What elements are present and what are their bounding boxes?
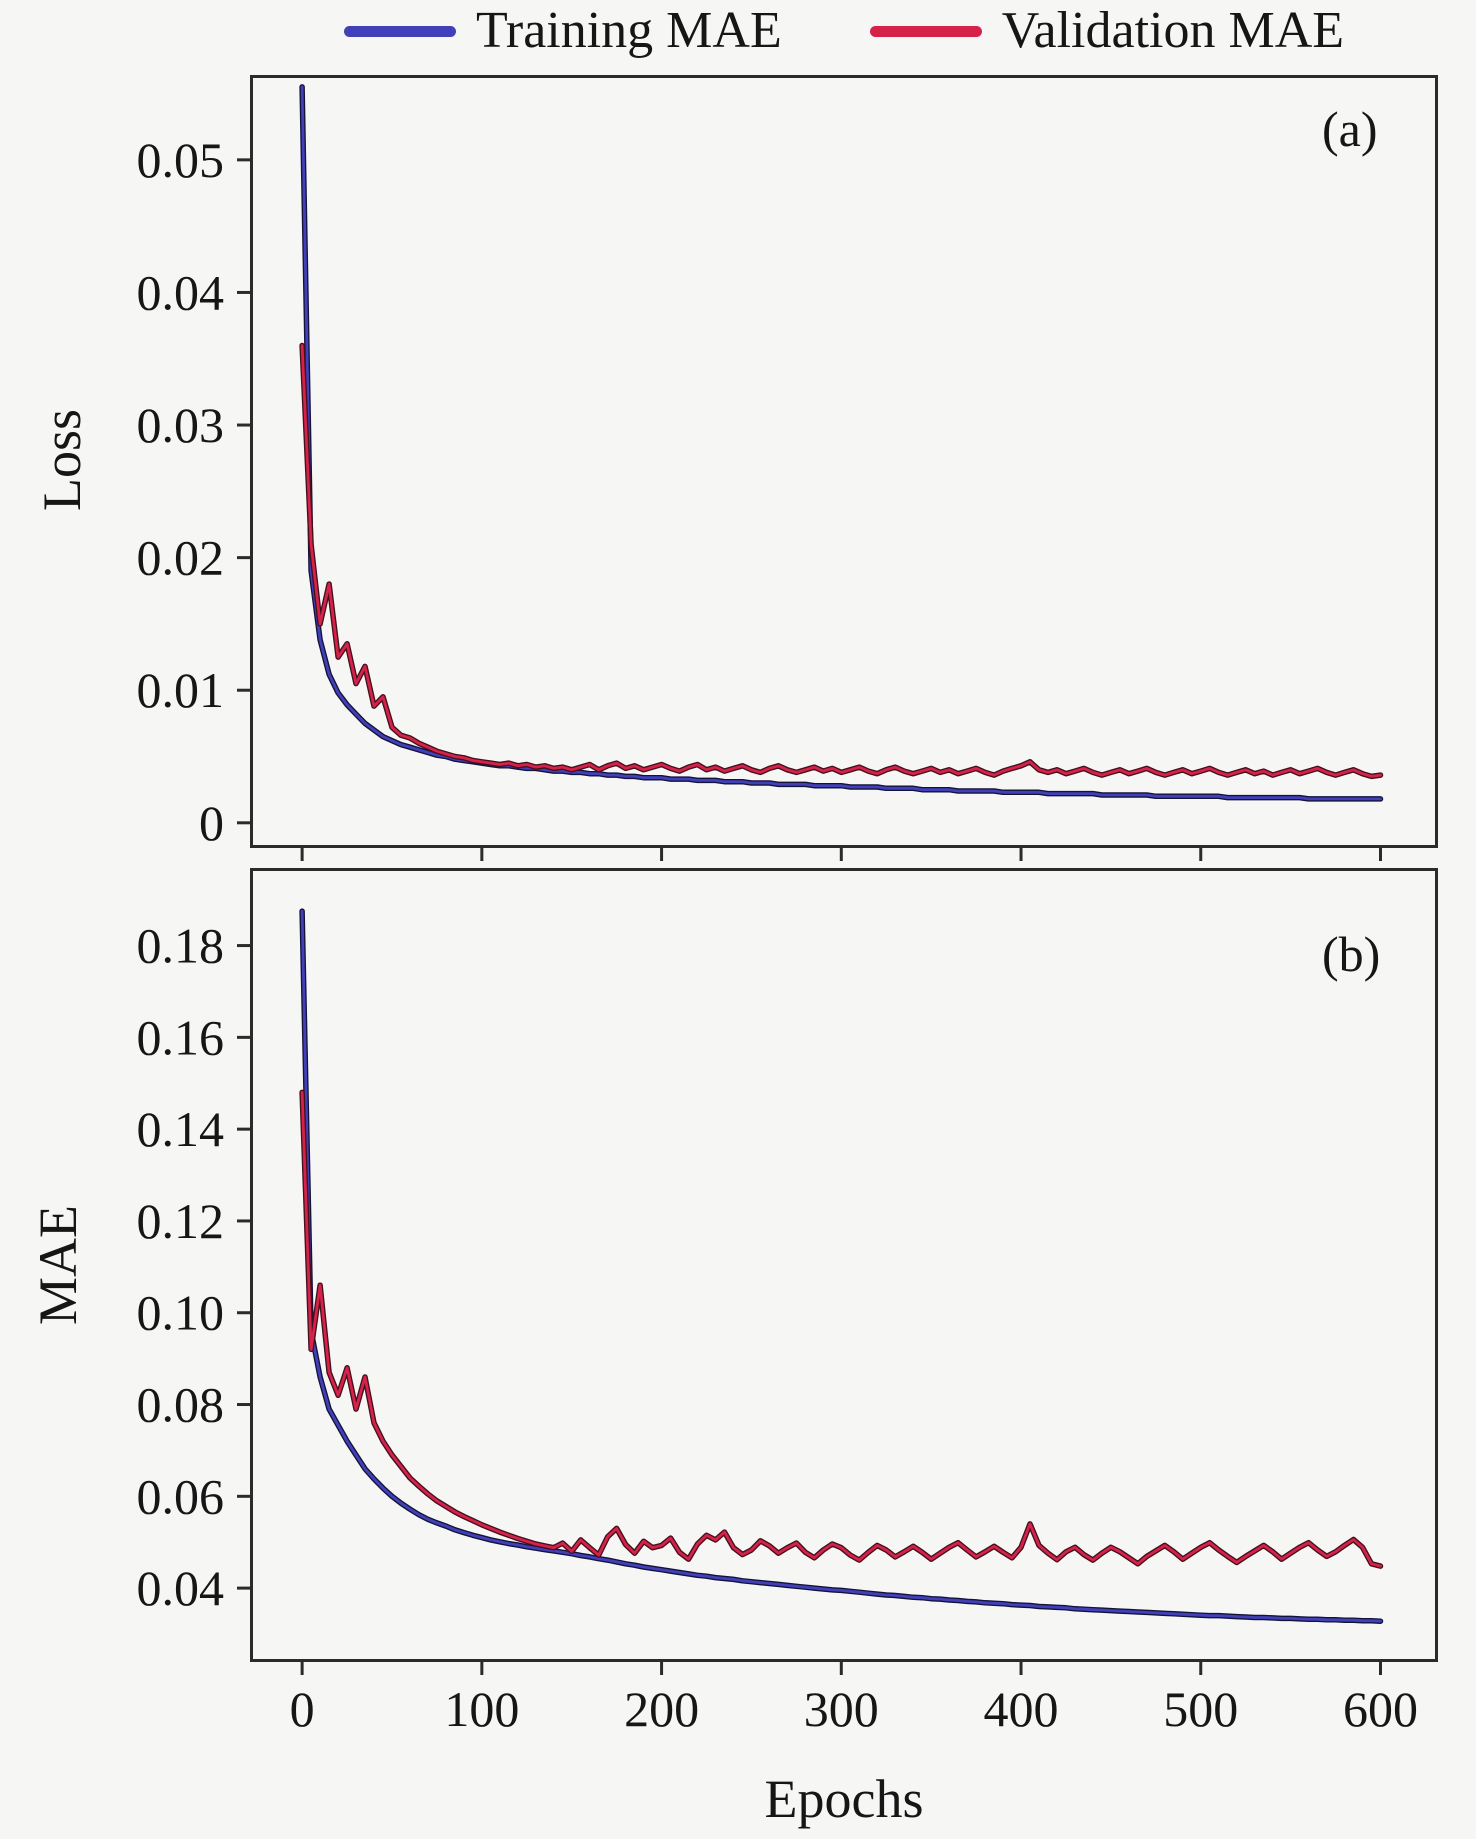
- legend-item-validation: Validation MAE: [869, 2, 1345, 60]
- svg-text:0.02: 0.02: [137, 530, 225, 586]
- svg-text:100: 100: [444, 1681, 519, 1737]
- svg-text:0.12: 0.12: [137, 1193, 225, 1249]
- svg-text:0.10: 0.10: [137, 1285, 225, 1341]
- svg-text:0.18: 0.18: [137, 918, 225, 974]
- x-axis-label-epochs: Epochs: [764, 1769, 924, 1829]
- svg-text:0.16: 0.16: [137, 1009, 225, 1065]
- svg-text:0: 0: [290, 1681, 315, 1737]
- svg-text:0: 0: [199, 795, 224, 851]
- svg-text:0.03: 0.03: [137, 397, 225, 453]
- panel-a-letter: (a): [1322, 101, 1378, 157]
- y-axis-label-loss: Loss: [32, 409, 92, 512]
- legend-item-training: Training MAE: [343, 2, 782, 60]
- mae-chart-plot-area: 0 100 200 300 400 500 600 0.04 0.06 0.08 0.10 0.12 0…: [137, 868, 1438, 1737]
- svg-text:0.04: 0.04: [137, 264, 225, 320]
- svg-text:300: 300: [804, 1681, 879, 1737]
- validation-line-swatch: [869, 25, 982, 37]
- loss-chart-plot-area: 0 0.01 0.02 0.03 0.04 0.05: [137, 75, 1438, 861]
- svg-text:0.08: 0.08: [137, 1377, 225, 1433]
- svg-text:400: 400: [984, 1681, 1059, 1737]
- training-line-swatch: [343, 25, 456, 37]
- svg-text:0.14: 0.14: [137, 1101, 225, 1157]
- svg-text:0.01: 0.01: [137, 662, 225, 718]
- legend: Training MAE Validation MAE: [250, 2, 1438, 60]
- svg-text:0.05: 0.05: [137, 132, 225, 188]
- svg-text:0.04: 0.04: [137, 1560, 225, 1616]
- svg-text:200: 200: [624, 1681, 699, 1737]
- svg-text:600: 600: [1343, 1681, 1418, 1737]
- legend-label-training: Training MAE: [475, 2, 782, 59]
- legend-label-validation: Validation MAE: [1001, 2, 1345, 59]
- svg-text:0.06: 0.06: [137, 1468, 225, 1524]
- y-axis-label-mae: MAE: [28, 1205, 88, 1325]
- panel-b-letter: (b): [1322, 926, 1381, 982]
- svg-text:500: 500: [1163, 1681, 1238, 1737]
